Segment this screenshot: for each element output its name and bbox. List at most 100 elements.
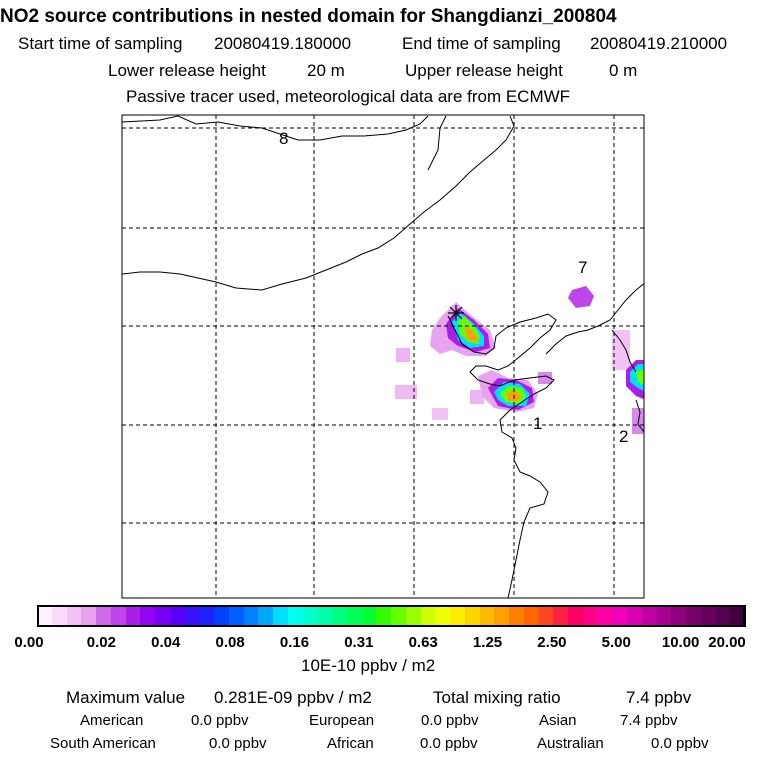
- region-african-value: 0.0 ppbv: [420, 735, 478, 752]
- concentration-field: [395, 286, 644, 434]
- colorbar-swatch: [125, 605, 141, 627]
- region-label-1: 1: [533, 414, 542, 433]
- region-label-7: 7: [578, 258, 587, 277]
- colorbar-swatch: [479, 605, 495, 627]
- colorbar-tick-label: 0.02: [86, 634, 116, 651]
- colorbar-swatch: [700, 605, 717, 627]
- colorbar-unit: 10E-10 ppbv / m2: [301, 656, 436, 675]
- colorbar-swatch: [391, 605, 407, 627]
- region-american-name: American: [80, 712, 144, 729]
- colorbar-tick-label: 0.31: [344, 634, 374, 651]
- coastlines: [122, 115, 644, 598]
- plume-cell: [396, 348, 410, 362]
- colorbar-swatch: [214, 605, 230, 627]
- colorbar-swatch: [627, 605, 643, 627]
- colorbar-swatch: [730, 605, 746, 627]
- colorbar-swatch: [686, 605, 702, 627]
- colorbar-swatch: [464, 605, 481, 627]
- colorbar-swatch: [228, 605, 245, 627]
- end-time-label: End time of sampling: [402, 34, 561, 53]
- colorbar-swatch: [582, 605, 599, 627]
- figure-title: NO2 source contributions in nested domai…: [0, 6, 617, 27]
- colorbar-swatch: [273, 605, 289, 627]
- colorbar-tick-label: 0.63: [408, 634, 438, 651]
- coastline-korea-west: [611, 329, 637, 373]
- plume-cell: [432, 408, 448, 420]
- colorbar-swatch: [287, 605, 304, 627]
- plume-east-green: [636, 368, 644, 385]
- region-southamerican-name: South American: [50, 735, 156, 752]
- region-asian-name: Asian: [539, 712, 577, 729]
- region-european-name: European: [309, 712, 375, 729]
- colorbar-swatch: [538, 605, 554, 627]
- plume-cell: [470, 390, 484, 404]
- region-southamerican-value: 0.0 ppbv: [209, 735, 267, 752]
- max-value: 0.281E-09 ppbv / m2: [214, 688, 372, 707]
- colorbar-tick-label: 0.00: [14, 634, 44, 651]
- region-australian-name: Australian: [537, 735, 604, 752]
- coastline-korea-bay: [545, 282, 644, 355]
- region-african-name: African: [327, 735, 374, 752]
- plume-blob-7: [568, 286, 594, 308]
- colorbar-swatch: [37, 605, 53, 627]
- colorbar-tick-label: 0.08: [215, 634, 245, 651]
- total-mixing-value: 7.4 ppbv: [626, 688, 692, 707]
- colorbar-swatch: [110, 605, 127, 627]
- colorbar-swatch: [155, 605, 171, 627]
- colorbar-swatch: [715, 605, 731, 627]
- colorbar-tick-label: 0.04: [151, 634, 181, 651]
- region-australian-value: 0.0 ppbv: [651, 735, 709, 752]
- coastline-korea-south: [635, 399, 644, 433]
- colorbar-swatch: [450, 605, 466, 627]
- lower-height-value: 20 m: [307, 61, 345, 80]
- colorbar-swatch: [641, 605, 658, 627]
- plume-cell: [395, 385, 417, 399]
- graticule: [122, 115, 644, 598]
- start-time-value: 20080419.180000: [214, 34, 352, 53]
- colorbar-swatch: [361, 605, 377, 627]
- plume-cell: [612, 330, 630, 370]
- coastline-bohai-west: [122, 115, 515, 291]
- colorbar-tick-label: 2.50: [537, 634, 567, 651]
- end-time-value: 20080419.210000: [590, 34, 728, 53]
- region-asian-value: 7.4 ppbv: [620, 712, 678, 729]
- colorbar-swatch: [568, 605, 584, 627]
- total-mixing-label: Total mixing ratio: [433, 688, 561, 707]
- colorbar-swatch: [523, 605, 540, 627]
- colorbar-tick-label: 5.00: [601, 634, 631, 651]
- colorbar-tick-label: 0.16: [279, 634, 310, 651]
- region-american-value: 0.0 ppbv: [191, 712, 249, 729]
- colorbar-swatch: [597, 605, 613, 627]
- colorbar-swatch: [243, 605, 259, 627]
- plume-main-orange: [464, 326, 478, 342]
- colorbar-swatch: [169, 605, 186, 627]
- colorbar-swatch: [66, 605, 82, 627]
- colorbar-swatch: [51, 605, 68, 627]
- region-label-2: 2: [619, 427, 628, 446]
- plume-cell: [538, 372, 552, 384]
- colorbar-frame: [37, 605, 745, 627]
- colorbar-tick-label: 10.00: [661, 634, 700, 651]
- start-time-label: Start time of sampling: [18, 34, 183, 53]
- upper-height-label: Upper release height: [405, 61, 563, 80]
- colorbar-swatch: [405, 605, 422, 627]
- tracer-note: Passive tracer used, meteorological data…: [126, 87, 571, 106]
- region-label-8: 8: [279, 129, 288, 148]
- map-frame: [121, 114, 645, 599]
- max-value-label: Maximum value: [66, 688, 186, 707]
- coastline-inlet: [427, 115, 447, 171]
- receptor-asterisk-icon: [448, 305, 464, 321]
- colorbar-swatch: [420, 605, 436, 627]
- coastline-shandong: [447, 313, 557, 598]
- colorbar-swatch: [302, 605, 318, 627]
- lower-height-label: Lower release height: [108, 61, 266, 80]
- map-panel: 8 7 1 2: [121, 114, 645, 599]
- colorbar-tick-label: 20.00: [708, 634, 746, 651]
- colorbar-swatch: [332, 605, 348, 627]
- colorbar-swatch: [346, 605, 363, 627]
- colorbar-swatch: [184, 605, 200, 627]
- colorbar-swatch: [656, 605, 672, 627]
- coastline-north: [122, 115, 429, 141]
- colorbar-swatch: [509, 605, 525, 627]
- colorbar-tick-label: 1.25: [472, 634, 503, 651]
